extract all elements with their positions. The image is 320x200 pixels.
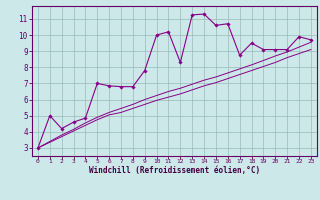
X-axis label: Windchill (Refroidissement éolien,°C): Windchill (Refroidissement éolien,°C) <box>89 166 260 175</box>
